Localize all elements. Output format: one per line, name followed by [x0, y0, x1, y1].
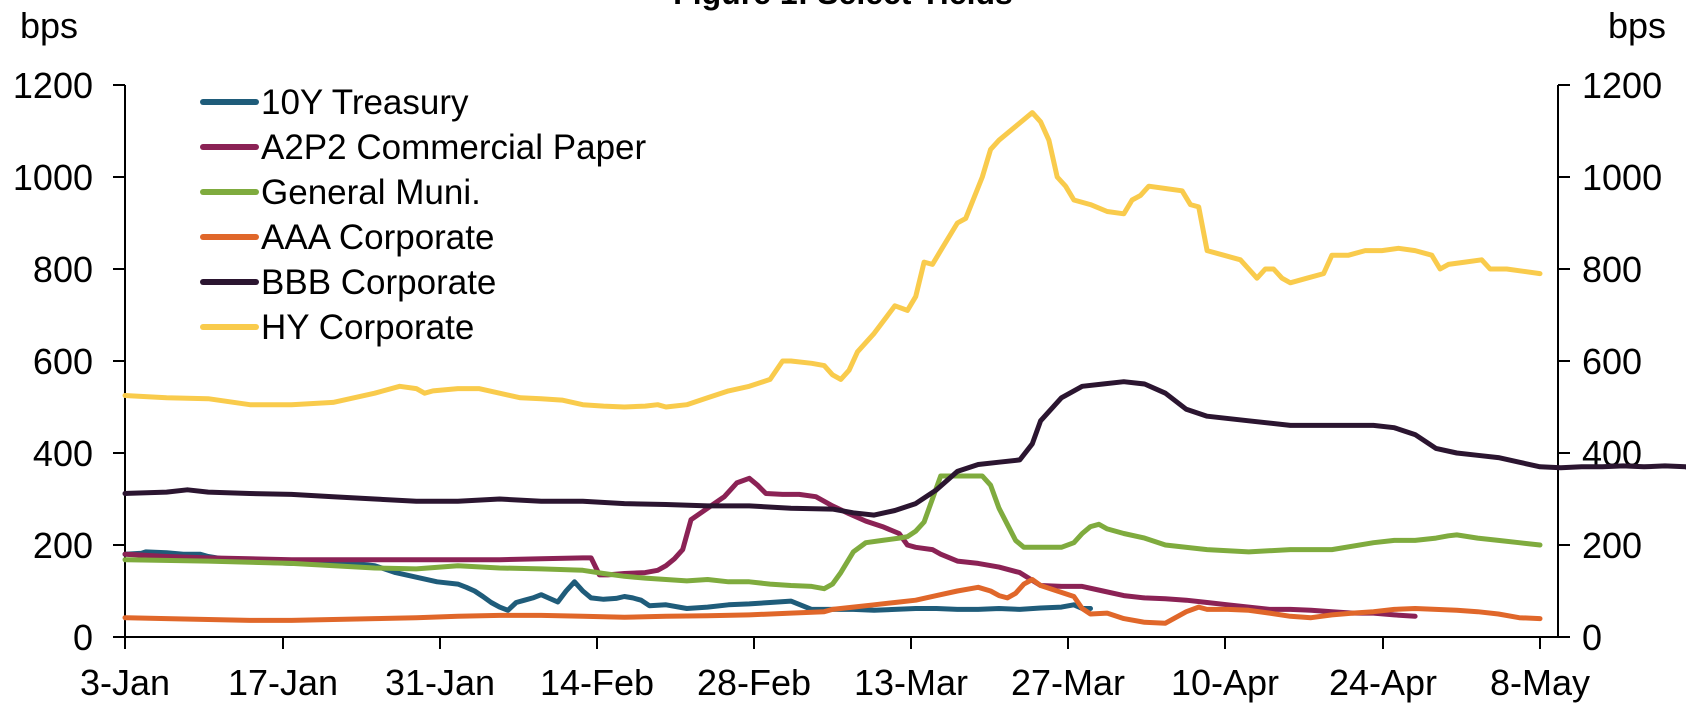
x-tick-label: 14-Feb: [540, 662, 654, 703]
x-ticks: 3-Jan 17-Jan 31-Jan 14-Feb 28-Feb 13-Mar 27-Ma…: [80, 637, 1590, 703]
y-tick-label-left: 600: [33, 341, 93, 382]
x-tick-label: 17-Jan: [228, 662, 338, 703]
y-axis-label-left: bps: [20, 5, 78, 46]
x-tick-label: 10-Apr: [1171, 662, 1279, 703]
y-tick-label-left: 400: [33, 433, 93, 474]
y-tick-label-left: 0: [73, 617, 93, 658]
legend-label: General Muni.: [261, 173, 481, 212]
y-tick-label-left: 800: [33, 249, 93, 290]
y-tick-label-left: 1200: [13, 65, 93, 106]
axes: [125, 85, 1558, 637]
x-tick-label: 27-Mar: [1011, 662, 1125, 703]
y-tick-label-right: 200: [1582, 525, 1642, 566]
legend-label: AAA Corporate: [261, 218, 494, 257]
chart-title: Figure 1: Select Yields: [673, 0, 1013, 11]
legend-label: A2P2 Commercial Paper: [261, 128, 646, 167]
legend-label: HY Corporate: [261, 308, 474, 347]
y-tick-label-right: 0: [1582, 617, 1602, 658]
y-tick-label-right: 1200: [1582, 65, 1662, 106]
x-tick-label: 8-May: [1490, 662, 1590, 703]
y-axis-label-right: bps: [1608, 5, 1666, 46]
x-tick-label: 3-Jan: [80, 662, 170, 703]
y-tick-label-right: 1000: [1582, 157, 1662, 198]
y-tick-label-left: 1000: [13, 157, 93, 198]
series-line-a2p2-commercial-paper: [125, 478, 1415, 616]
y-ticks-left: 0 200 400 600 800 1000 1200: [13, 65, 125, 658]
y-tick-label-right: 800: [1582, 249, 1642, 290]
x-tick-label: 31-Jan: [385, 662, 495, 703]
series-line-bbb-corporate: [125, 382, 1686, 515]
legend-label: BBB Corporate: [261, 263, 496, 302]
x-tick-label: 24-Apr: [1329, 662, 1437, 703]
series-line-general-muni: [125, 476, 1540, 589]
y-tick-label-left: 200: [33, 525, 93, 566]
legend: 10Y Treasury A2P2 Commercial Paper General…: [203, 83, 646, 347]
y-tick-label-right: 600: [1582, 341, 1642, 382]
legend-label: 10Y Treasury: [261, 83, 469, 122]
x-tick-label: 28-Feb: [697, 662, 811, 703]
x-tick-label: 13-Mar: [854, 662, 968, 703]
